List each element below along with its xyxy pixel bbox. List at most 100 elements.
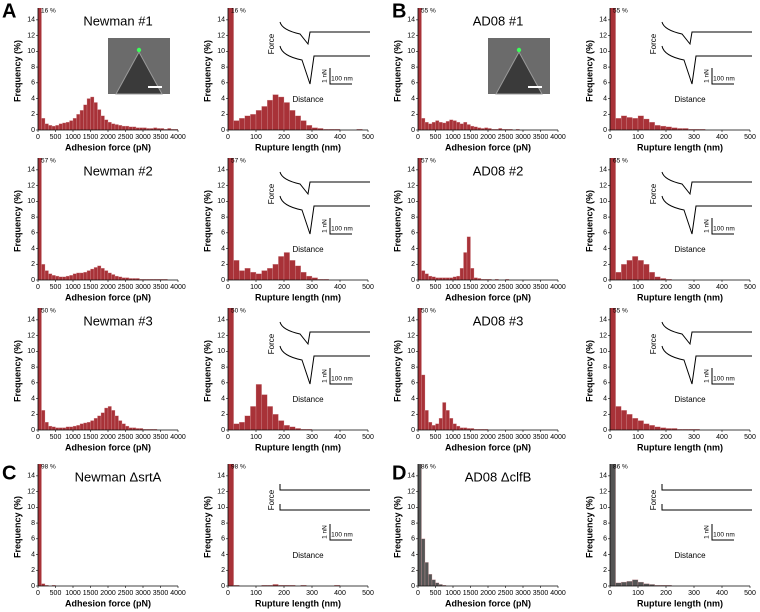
- bar: [626, 260, 633, 280]
- x-tick-label: 4000: [550, 284, 566, 291]
- bar: [38, 158, 42, 280]
- bar: [610, 158, 616, 280]
- x-tick-label: 100: [250, 590, 262, 597]
- inset-y-label: Force: [649, 333, 658, 354]
- y-tick-label: 10: [407, 504, 415, 511]
- bar: [93, 267, 98, 280]
- y-axis-label: Frequency (%): [392, 40, 402, 102]
- bar: [435, 120, 440, 130]
- bar: [239, 270, 245, 280]
- y-tick-label: 6: [31, 80, 35, 87]
- bar: [632, 256, 639, 280]
- bar: [438, 121, 443, 130]
- bar: [306, 275, 313, 280]
- y-tick-label: 4: [603, 551, 607, 558]
- inset-y-label: Force: [267, 333, 276, 354]
- x-tick-label: 300: [688, 134, 700, 141]
- panel-label: D: [392, 462, 406, 484]
- bar: [38, 8, 42, 130]
- x-tick-label: 2500: [498, 590, 514, 597]
- bar: [76, 425, 81, 430]
- bar: [90, 268, 95, 280]
- x-tick-label: 500: [362, 134, 374, 141]
- y-axis-label: Frequency (%): [392, 340, 402, 402]
- bar: [632, 579, 639, 586]
- bar: [128, 126, 133, 130]
- y-tick-label: 6: [411, 230, 415, 237]
- histogram-panel: 0 2 4 6 8 10 12 14 0 500 1000 1500 2000 2500 3000 3500 4…: [12, 464, 186, 609]
- scale-y-label: 1 nN: [704, 369, 711, 383]
- y-tick-label: 12: [407, 332, 415, 339]
- inset-x-label: Distance: [674, 551, 706, 560]
- bar: [449, 418, 454, 430]
- x-tick-label: 100: [632, 434, 644, 441]
- y-tick-label: 2: [31, 567, 35, 574]
- y-tick-label: 8: [603, 214, 607, 221]
- annotation: 65 %: [613, 158, 628, 165]
- bar: [83, 271, 88, 280]
- bar: [244, 115, 251, 130]
- y-tick-label: 0: [31, 427, 35, 434]
- y-tick-label: 6: [603, 230, 607, 237]
- bar: [111, 410, 116, 430]
- y-tick-label: 8: [31, 64, 35, 71]
- y-tick-label: 10: [27, 198, 35, 205]
- histogram-panel: 0 2 4 6 8 10 12 14 0 100 200 300 400 500 Rupture lengt…: [584, 464, 756, 609]
- bar: [41, 264, 46, 280]
- bar: [449, 119, 454, 130]
- y-tick-label: 14: [407, 17, 415, 24]
- bar: [104, 119, 109, 130]
- bar: [421, 374, 426, 430]
- y-axis-label: Frequency (%): [392, 496, 402, 558]
- y-tick-label: 10: [599, 48, 607, 55]
- bar: [90, 96, 95, 130]
- panel-title: AD08 #1: [473, 13, 524, 28]
- x-tick-label: 2000: [100, 434, 116, 441]
- bar: [125, 425, 130, 430]
- x-tick-label: 500: [430, 434, 442, 441]
- x-tick-label: 500: [430, 284, 442, 291]
- x-axis-label: Rupture length (nm): [637, 598, 723, 608]
- bar: [233, 260, 240, 280]
- bar: [58, 276, 63, 280]
- histogram-panel: 0 2 4 6 8 10 12 14 0 100 200 300 400 500 Rupture lengt…: [202, 158, 374, 303]
- y-tick-label: 8: [603, 64, 607, 71]
- bar: [428, 275, 433, 280]
- bar: [228, 464, 234, 586]
- bar: [295, 265, 301, 280]
- x-axis-label: Rupture length (nm): [255, 142, 341, 152]
- y-tick-label: 2: [411, 567, 415, 574]
- bars: [610, 308, 700, 430]
- y-tick-label: 6: [603, 380, 607, 387]
- x-tick-label: 1000: [65, 284, 81, 291]
- x-tick-label: 200: [278, 590, 290, 597]
- bar: [51, 125, 56, 130]
- annotation: 57 %: [231, 158, 246, 165]
- bar: [83, 104, 88, 130]
- bar: [228, 308, 234, 430]
- bar: [255, 110, 262, 130]
- y-tick-label: 2: [31, 111, 35, 118]
- bar: [278, 256, 285, 280]
- panel-title: Newman #3: [83, 313, 152, 328]
- bar: [90, 420, 95, 430]
- scale-bar: [329, 218, 352, 235]
- x-tick-label: 3000: [135, 284, 151, 291]
- bar: [79, 423, 84, 430]
- x-tick-label: 500: [50, 284, 62, 291]
- y-tick-label: 0: [31, 583, 35, 590]
- y-tick-label: 0: [411, 583, 415, 590]
- bar: [267, 268, 273, 280]
- bar: [456, 275, 461, 280]
- x-tick-label: 300: [688, 284, 700, 291]
- y-tick-label: 10: [599, 348, 607, 355]
- x-tick-label: 3500: [533, 134, 549, 141]
- x-tick-label: 1000: [445, 434, 461, 441]
- x-tick-label: 4000: [170, 284, 186, 291]
- bar: [295, 115, 301, 130]
- x-tick-label: 500: [744, 590, 756, 597]
- x-tick-label: 2500: [118, 434, 134, 441]
- y-tick-label: 0: [221, 583, 225, 590]
- scale-bar: [329, 524, 352, 541]
- y-tick-label: 12: [599, 182, 607, 189]
